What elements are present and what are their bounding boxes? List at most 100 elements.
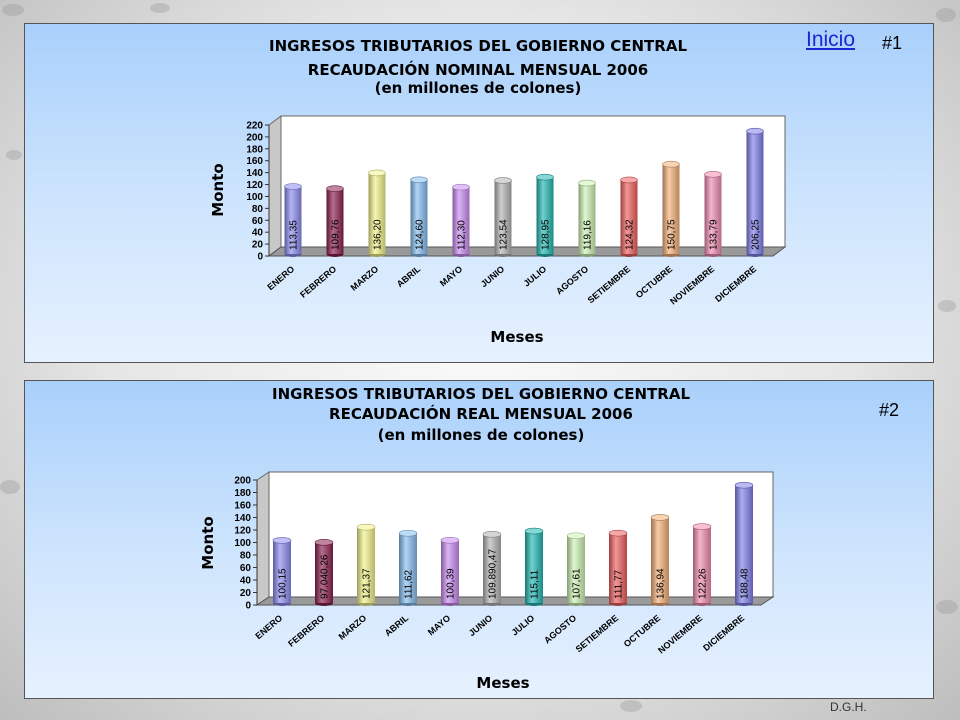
x-category-label: ABRIL <box>383 613 411 639</box>
bar-top <box>326 185 344 192</box>
y-tick-label: 0 <box>257 252 263 263</box>
y-axis-title: Monto <box>209 163 227 216</box>
bar <box>483 534 501 603</box>
bar-top <box>398 529 418 537</box>
x-category-label: FEBRERO <box>298 264 338 300</box>
bar-value-label: 119,16 <box>583 220 594 250</box>
bar-top <box>536 173 554 181</box>
bar-top <box>704 171 722 178</box>
bar-top <box>566 532 586 540</box>
inicio-link[interactable]: Inicio <box>806 28 856 51</box>
chart-panel-nominal: INGRESOS TRIBUTARIOS DEL GOBIERNO CENTRA… <box>24 23 934 363</box>
x-category-label: DICIEMBRE <box>701 613 746 653</box>
bar-value-label: 123,54 <box>499 219 510 250</box>
background-bubble <box>150 3 170 13</box>
x-category-label: NOVIEMBRE <box>668 264 716 307</box>
background-bubble <box>936 8 956 22</box>
y-tick-label: 120 <box>234 526 251 537</box>
chart-title-line: INGRESOS TRIBUTARIOS DEL GOBIERNO CENTRA… <box>269 37 687 55</box>
x-category-label: SETIEMBRE <box>586 264 633 305</box>
bar-value-label: 124,60 <box>415 219 426 250</box>
y-tick-label: 40 <box>240 576 252 587</box>
bar-top <box>284 183 302 190</box>
x-axis-title: Meses <box>490 328 543 346</box>
background-bubble <box>6 150 22 160</box>
bar-top <box>410 176 428 184</box>
bar <box>620 179 638 254</box>
x-category-label: JULIO <box>522 264 549 289</box>
background-bubble <box>936 600 958 614</box>
x-category-label: JUNIO <box>467 613 495 638</box>
bar-value-label: 124,32 <box>625 219 636 250</box>
x-category-label: OCTUBRE <box>634 264 675 300</box>
footer-text: D.G.H. <box>830 700 867 714</box>
y-tick-label: 20 <box>240 588 252 599</box>
x-category-label: MARZO <box>337 613 369 642</box>
bar-top <box>746 127 764 135</box>
plot-side-wall <box>268 115 282 257</box>
plot-floor <box>267 246 787 257</box>
bar <box>693 526 711 603</box>
y-tick-label: 140 <box>234 513 251 524</box>
bar <box>368 172 386 254</box>
bar <box>326 188 344 254</box>
bar-value-label: 136,94 <box>656 568 667 599</box>
bar <box>410 179 428 254</box>
plot-side-wall <box>256 471 270 606</box>
bar-top <box>650 514 670 521</box>
chart-panel-real: INGRESOS TRIBUTARIOS DEL GOBIERNO CENTRA… <box>24 380 934 699</box>
chart-title-line: RECAUDACIÓN REAL MENSUAL 2006 <box>329 404 633 423</box>
y-tick-label: 60 <box>240 563 252 574</box>
bar-value-label: 113,35 <box>289 220 300 250</box>
y-tick-label: 80 <box>240 551 252 562</box>
bar <box>399 533 417 603</box>
bar-value-label: 136,20 <box>373 219 384 250</box>
y-tick-label: 20 <box>252 240 264 251</box>
x-category-label: AGOSTO <box>542 613 578 646</box>
x-category-label: MAYO <box>426 613 452 637</box>
bar <box>357 527 375 603</box>
y-tick-label: 180 <box>246 144 263 155</box>
x-category-label: OCTUBRE <box>622 613 663 649</box>
y-tick-label: 120 <box>246 180 263 191</box>
bar <box>735 485 753 603</box>
bar <box>704 174 722 254</box>
y-tick-label: 220 <box>246 121 263 132</box>
x-category-label: NOVIEMBRE <box>656 613 704 656</box>
bar-value-label: 133,79 <box>709 219 720 250</box>
bar-top <box>314 539 334 546</box>
bar <box>441 540 459 603</box>
bar-value-label: 150,75 <box>667 219 678 250</box>
chart-title-line: (en millones de colones) <box>375 79 582 97</box>
y-tick-label: 140 <box>246 168 263 179</box>
bar-value-label: 111,77 <box>614 569 625 599</box>
chart-title-line: RECAUDACIÓN NOMINAL MENSUAL 2006 <box>308 60 648 79</box>
bar <box>609 533 627 603</box>
bar-top <box>368 169 386 177</box>
chart-title-line: INGRESOS TRIBUTARIOS DEL GOBIERNO CENTRA… <box>272 385 690 403</box>
bar-value-label: 100,15 <box>278 568 289 599</box>
background-bubble <box>2 4 24 16</box>
bar-value-label: 122,26 <box>698 568 709 599</box>
x-category-label: MAYO <box>438 264 464 288</box>
background-bubble <box>620 700 642 712</box>
bar-value-label: 188,48 <box>740 568 751 599</box>
bar <box>284 186 302 254</box>
bar-value-label: 111,62 <box>404 569 415 599</box>
bar-top <box>482 531 502 538</box>
bar-top <box>356 523 376 531</box>
chart-number-badge: #1 <box>882 33 902 53</box>
bar <box>746 131 764 254</box>
y-tick-label: 100 <box>234 538 251 549</box>
x-category-label: FEBRERO <box>286 613 326 649</box>
bar-value-label: 107,61 <box>572 568 583 599</box>
bar <box>494 180 512 254</box>
y-axis-title: Monto <box>199 516 217 569</box>
y-tick-label: 60 <box>252 216 264 227</box>
bar-value-label: 109,76 <box>331 219 342 250</box>
x-category-label: JUNIO <box>479 264 507 289</box>
background-bubble <box>938 300 956 312</box>
y-tick-label: 80 <box>252 204 264 215</box>
chart-title-line: (en millones de colones) <box>378 426 585 444</box>
chart-number-badge: #2 <box>879 400 899 420</box>
